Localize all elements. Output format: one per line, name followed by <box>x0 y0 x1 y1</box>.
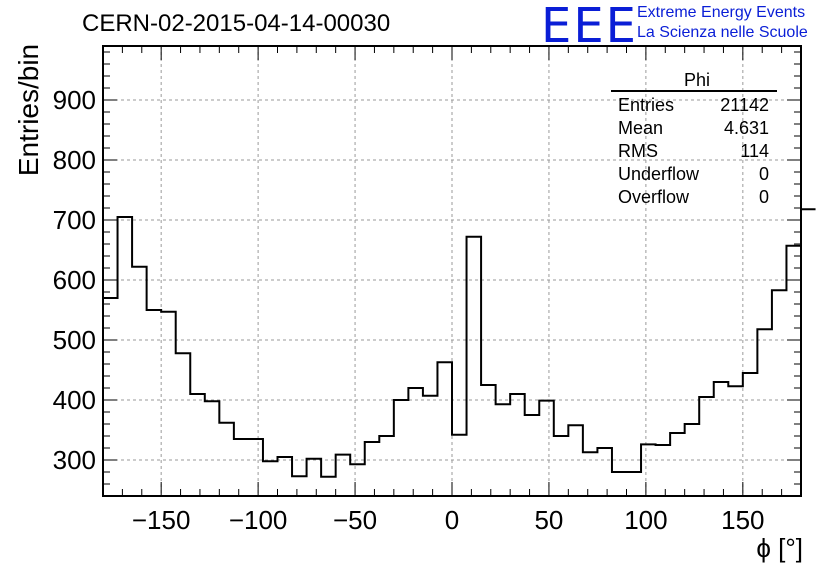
x-tick-label: −50 <box>333 505 377 535</box>
x-tick-label: 100 <box>624 505 667 535</box>
stats-row-overflow: Overflow 0 <box>611 186 777 209</box>
y-tick-label: 900 <box>53 85 96 115</box>
chart-title: CERN-02-2015-04-14-00030 <box>82 10 391 37</box>
y-tick-label: 400 <box>53 385 96 415</box>
stats-label: Mean <box>618 118 664 138</box>
stats-title: Phi <box>683 70 710 90</box>
x-tick-label: −100 <box>229 505 288 535</box>
y-tick-label: 600 <box>53 265 96 295</box>
stats-row-mean: Mean 4.631 <box>611 117 777 140</box>
y-tick-label: 800 <box>53 145 96 175</box>
x-axis-label: ϕ [°] <box>756 533 803 563</box>
stats-label: Entries <box>618 95 675 115</box>
stats-value: 0 <box>758 164 769 184</box>
stats-value: 114 <box>740 141 769 161</box>
y-tick-label: 300 <box>53 445 96 475</box>
stats-row-underflow: Underflow 0 <box>611 163 777 186</box>
x-tick-label: 0 <box>445 505 459 535</box>
stats-row-entries: Entries 21142 <box>611 94 777 117</box>
logo-line-1: Extreme Energy Events <box>637 4 806 21</box>
grid-lines <box>103 46 801 496</box>
x-tick-label: 150 <box>721 505 764 535</box>
stats-label: Underflow <box>618 164 700 184</box>
stats-label: RMS <box>618 141 658 161</box>
stats-label: Overflow <box>618 187 690 207</box>
stats-row-rms: RMS 114 <box>611 140 777 163</box>
y-tick-label: 700 <box>53 205 96 235</box>
x-tick-label: 50 <box>534 505 563 535</box>
stats-value: 4.631 <box>723 118 769 138</box>
tick-labels: −150 −100 −50 0 50 100 150 300 400 500 600 700 800 90… <box>53 85 765 535</box>
stats-value: 0 <box>758 187 769 207</box>
histogram-line <box>103 208 816 478</box>
eee-logo: EEE <box>541 0 638 54</box>
x-tick-label: −150 <box>132 505 191 535</box>
axis-ticks <box>102 46 802 497</box>
logo-line-2: La Scienza nelle Scuole <box>637 24 808 41</box>
y-tick-label: 500 <box>53 325 96 355</box>
stats-divider <box>611 90 777 92</box>
stats-box: Phi Entries 21142 Mean 4.631 RMS 114 Und… <box>611 70 777 209</box>
stats-value: 21142 <box>720 95 769 115</box>
y-axis-label: Entries/bin <box>13 43 44 177</box>
